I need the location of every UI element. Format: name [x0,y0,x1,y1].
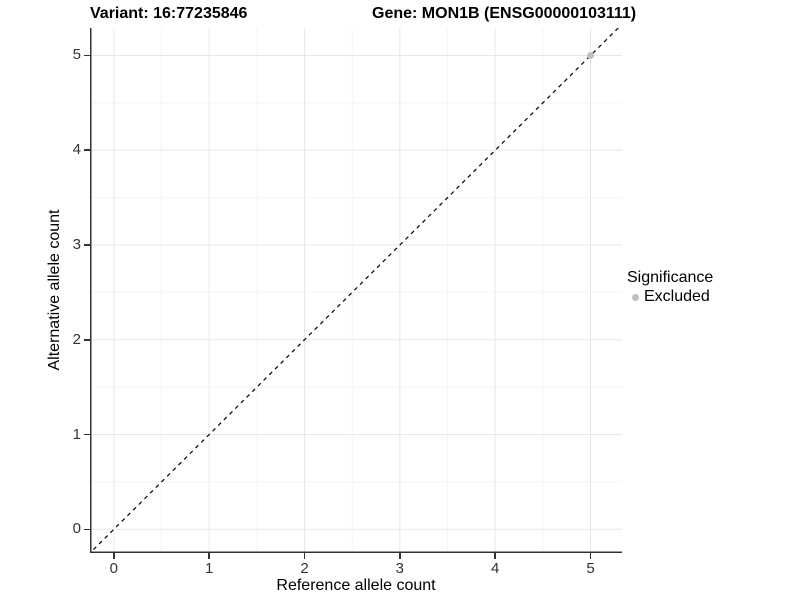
y-tick-mark [84,149,90,151]
plot-title-variant: Variant: 16:77235846 [90,5,248,22]
y-tick-label: 3 [72,236,81,253]
x-tick-label: 0 [109,560,118,577]
x-tick-mark [589,553,592,559]
legend-entry-label: Excluded [644,288,710,305]
legend: Significance Excluded [627,269,713,306]
y-tick-label: 4 [72,141,81,159]
y-tick-label: 0 [72,520,81,538]
identity-line [90,28,620,553]
x-tick-label: 5 [586,560,595,577]
legend-point-icon [632,293,639,301]
y-tick-mark [84,528,90,531]
x-tick-mark [113,553,115,559]
plot-canvas [90,28,622,553]
y-tick-label: 5 [72,46,81,64]
y-tick-mark [84,54,90,57]
x-tick-mark [399,553,401,559]
y-tick-mark [84,244,90,246]
x-tick-label: 1 [205,560,214,577]
y-tick-label: 2 [72,330,81,348]
legend-entry-excluded: Excluded [627,288,713,306]
x-tick-mark [494,553,496,559]
y-tick-label: 1 [72,425,81,443]
y-tick-mark [84,433,90,436]
plot-panel [90,28,622,553]
legend-title: Significance [627,269,714,286]
x-tick-mark [303,553,306,559]
x-tick-mark [208,553,210,559]
x-tick-label: 4 [491,560,500,577]
x-tick-label: 3 [395,560,405,577]
y-tick-mark [84,339,90,341]
data-point [587,51,595,59]
plot-title-gene: Gene: MON1B (ENSG00000103111) [372,5,637,22]
x-axis-title: Reference allele count [276,577,436,594]
x-tick-label: 2 [300,560,309,577]
